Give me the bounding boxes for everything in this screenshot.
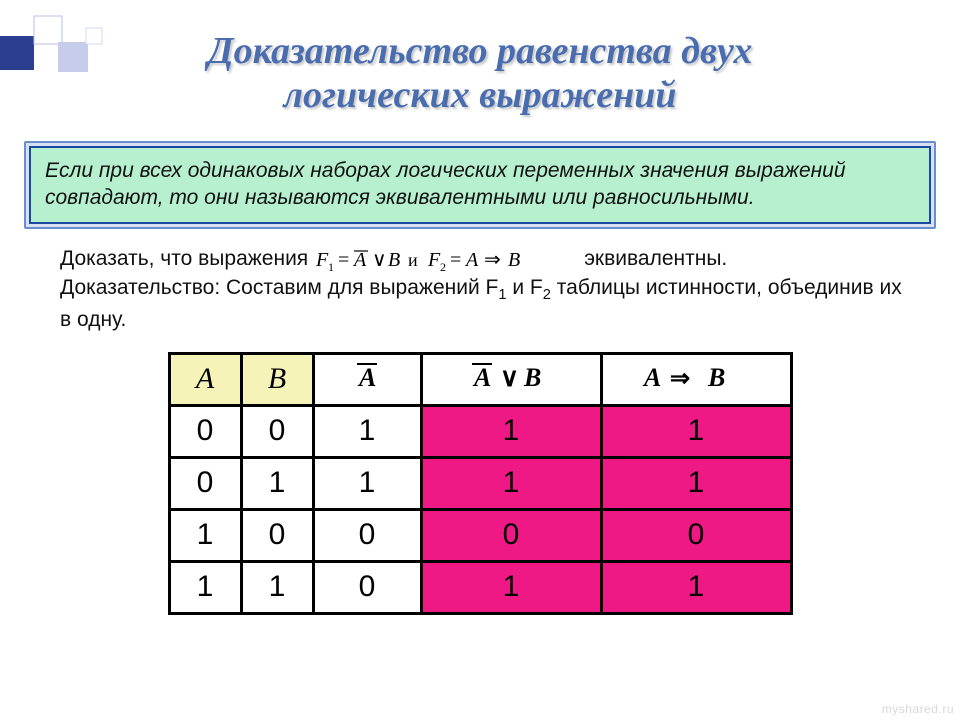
notA-icon: A xyxy=(347,358,387,392)
svg-text:1: 1 xyxy=(328,260,334,274)
col-header-F2: A ⇒ B xyxy=(601,353,791,405)
svg-text:2: 2 xyxy=(440,260,446,274)
proof-line-1: Доказать, что выражения F 1 = A ∨ B и F … xyxy=(60,245,910,273)
inline-formula: F 1 = A ∨ B и F 2 = A ⇒ B xyxy=(316,246,576,273)
f1-formula-icon: A ∨ B xyxy=(456,358,566,392)
svg-text:B: B xyxy=(707,363,725,392)
cell: 1 xyxy=(241,457,313,509)
f2-formula-icon: A ⇒ B xyxy=(626,358,766,392)
table-row: 0 1 1 1 1 xyxy=(169,457,791,509)
svg-text:⇒: ⇒ xyxy=(484,249,501,271)
cell: 1 xyxy=(241,561,313,613)
cell: 1 xyxy=(421,405,601,457)
cell: 0 xyxy=(601,509,791,561)
corner-decoration xyxy=(0,8,160,78)
title-line-2: логических выражений xyxy=(0,74,960,118)
svg-text:A: A xyxy=(642,363,661,392)
cell: 0 xyxy=(169,405,241,457)
table-row: 0 0 1 1 1 xyxy=(169,405,791,457)
proof-line-2: Доказательство: Составим для выражений F… xyxy=(60,274,910,334)
cell: 1 xyxy=(169,509,241,561)
cell: 1 xyxy=(421,457,601,509)
cell: 1 xyxy=(313,457,421,509)
svg-text:A: A xyxy=(352,249,367,271)
svg-text:∨: ∨ xyxy=(500,363,519,392)
svg-text:F: F xyxy=(427,249,441,271)
cell: 1 xyxy=(169,561,241,613)
col-header-B: B xyxy=(241,353,313,405)
svg-text:A: A xyxy=(464,249,479,271)
definition-box-outer: Если при всех одинаковых наборах логичес… xyxy=(24,141,936,229)
svg-text:=: = xyxy=(338,249,349,271)
svg-text:A: A xyxy=(357,363,376,392)
decoration-svg xyxy=(0,8,160,78)
col-header-notA: A xyxy=(313,353,421,405)
watermark: myshared.ru xyxy=(882,702,954,716)
cell: 0 xyxy=(313,509,421,561)
svg-text:B: B xyxy=(388,249,400,271)
proof-trail: эквивалентны. xyxy=(584,245,727,273)
svg-text:=: = xyxy=(450,249,461,271)
svg-text:B: B xyxy=(508,249,520,271)
svg-text:⇒: ⇒ xyxy=(670,366,690,392)
formula-f1-f2: F 1 = A ∨ B и F 2 = A ⇒ B xyxy=(316,248,576,274)
col-header-A: A xyxy=(169,353,241,405)
table-row: 1 1 0 1 1 xyxy=(169,561,791,613)
proof-lead: Доказать, что выражения xyxy=(60,245,308,273)
svg-text:B: B xyxy=(523,363,541,392)
cell: 1 xyxy=(601,405,791,457)
truth-table: A B A A ∨ B A ⇒ B 0 0 1 1 xyxy=(168,352,793,615)
cell: 1 xyxy=(601,457,791,509)
cell: 1 xyxy=(421,561,601,613)
cell: 0 xyxy=(169,457,241,509)
svg-text:∨: ∨ xyxy=(372,249,387,271)
cell: 0 xyxy=(313,561,421,613)
table-row: 1 0 0 0 0 xyxy=(169,509,791,561)
col-header-F1: A ∨ B xyxy=(421,353,601,405)
svg-text:и: и xyxy=(408,250,418,270)
cell: 0 xyxy=(241,405,313,457)
svg-text:A: A xyxy=(472,363,491,392)
cell: 1 xyxy=(313,405,421,457)
definition-box: Если при всех одинаковых наборах логичес… xyxy=(29,146,931,224)
proof-text: Доказать, что выражения F 1 = A ∨ B и F … xyxy=(60,245,910,334)
cell: 0 xyxy=(241,509,313,561)
cell: 0 xyxy=(421,509,601,561)
table-header-row: A B A A ∨ B A ⇒ B xyxy=(169,353,791,405)
cell: 1 xyxy=(601,561,791,613)
